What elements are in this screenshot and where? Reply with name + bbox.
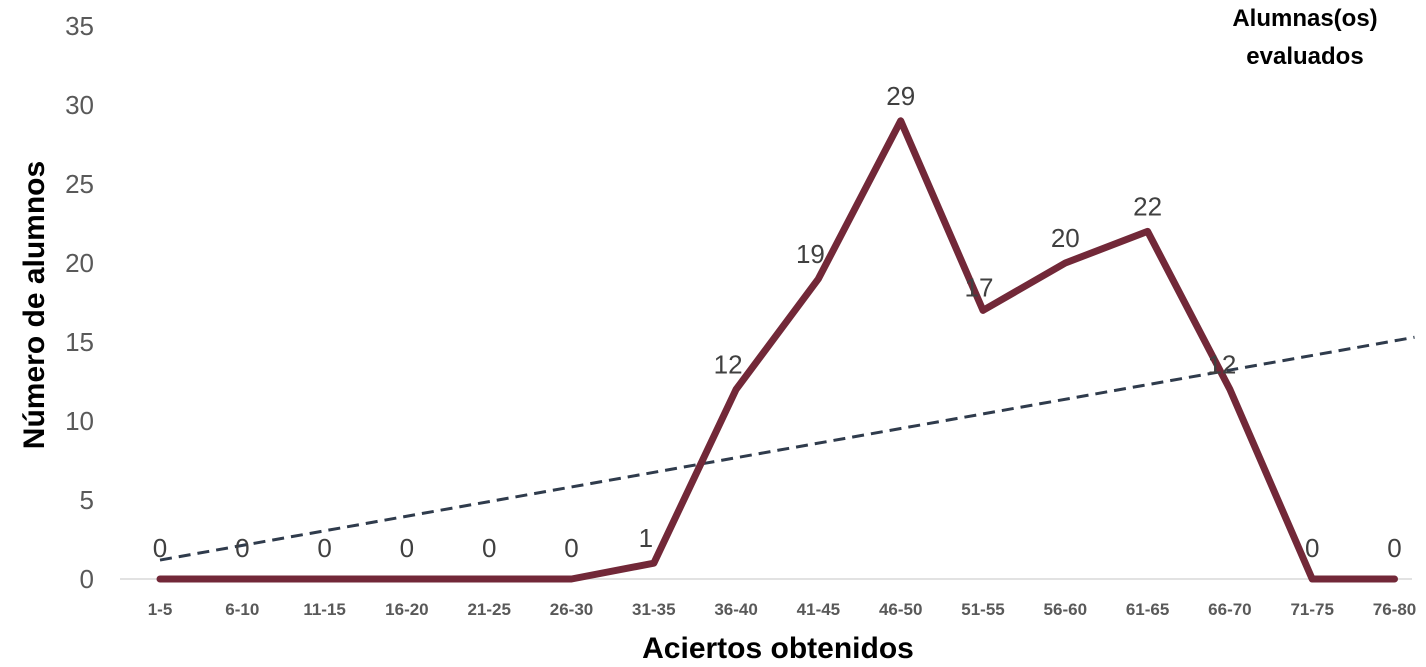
y-tick-label: 15 (65, 327, 94, 357)
x-tick-label: 51-55 (961, 600, 1004, 619)
data-label: 1 (639, 523, 653, 553)
x-tick-label: 41-45 (797, 600, 840, 619)
y-tick-label: 0 (80, 564, 94, 594)
y-tick-label: 30 (65, 90, 94, 120)
x-tick-label: 1-5 (148, 600, 173, 619)
data-label: 12 (714, 349, 743, 379)
x-axis-ticks: 1-5 6-10 11-15 16-20 21-25 26-30 31-35 36-40 41-… (148, 600, 1417, 619)
x-tick-label: 46-50 (879, 600, 922, 619)
data-label: 29 (886, 81, 915, 111)
y-tick-label: 10 (65, 406, 94, 436)
data-label: 0 (482, 533, 496, 563)
data-label: 17 (965, 272, 994, 302)
data-label: 19 (796, 239, 825, 269)
y-tick-label: 35 (65, 11, 94, 41)
x-tick-label: 11-15 (303, 600, 346, 619)
data-label: 0 (235, 533, 249, 563)
data-label: 20 (1051, 223, 1080, 253)
x-tick-label: 76-80 (1373, 600, 1416, 619)
x-tick-label: 61-65 (1126, 600, 1169, 619)
series-line-alumnos (156, 117, 1398, 583)
x-tick-label: 16-20 (385, 600, 428, 619)
x-tick-label: 31-35 (632, 600, 675, 619)
y-tick-label: 20 (65, 248, 94, 278)
x-tick-label: 26-30 (550, 600, 593, 619)
legend-line-2: evaluados (1246, 43, 1363, 70)
data-label: 0 (400, 533, 414, 563)
data-label: 0 (317, 533, 331, 563)
x-tick-label: 56-60 (1044, 600, 1087, 619)
y-tick-label: 5 (80, 485, 94, 515)
x-tick-label: 6-10 (225, 600, 259, 619)
data-label: 0 (564, 533, 578, 563)
x-tick-label: 66-70 (1208, 600, 1251, 619)
trendline (159, 335, 1415, 562)
legend-line-1: Alumnas(os) (1232, 5, 1377, 32)
y-tick-label: 25 (65, 169, 94, 199)
data-labels: 0 0 0 0 0 0 1 12 19 29 17 20 22 12 0 0 (153, 81, 1402, 563)
data-label: 22 (1133, 191, 1162, 221)
y-axis-ticks: 0 5 10 15 20 25 30 35 (65, 11, 94, 594)
data-label: 0 (153, 533, 167, 563)
data-label: 12 (1207, 349, 1236, 379)
x-tick-label: 71-75 (1290, 600, 1333, 619)
data-label: 0 (1387, 533, 1401, 563)
x-tick-label: 36-40 (714, 600, 757, 619)
data-label: 0 (1305, 533, 1319, 563)
x-axis-title: Aciertos obtenidos (642, 632, 914, 665)
x-tick-label: 21-25 (467, 600, 510, 619)
y-axis-title: Número de alumnos (18, 161, 51, 449)
